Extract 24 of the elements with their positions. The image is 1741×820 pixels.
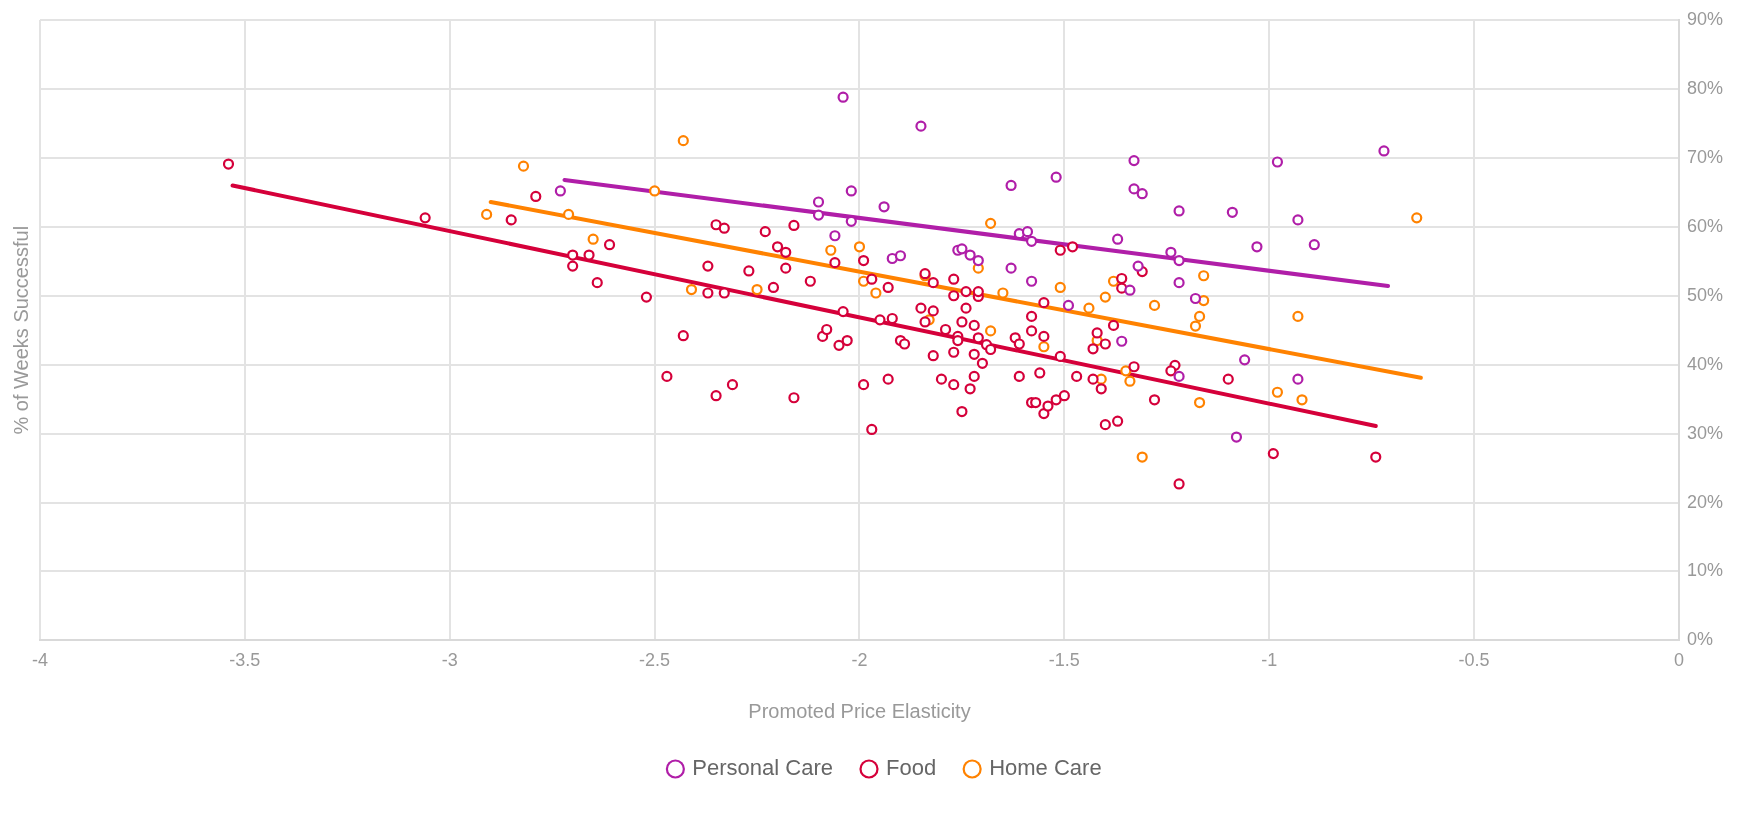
- x-tick-label: -0.5: [1458, 650, 1490, 671]
- y-tick-label: 20%: [1686, 491, 1723, 512]
- x-tick-label: -2: [851, 650, 868, 671]
- x-axis-title: Promoted Price Elasticity: [748, 699, 971, 722]
- y-tick-label: 60%: [1686, 215, 1723, 236]
- x-tick-label: -1.5: [1048, 650, 1080, 671]
- x-tick-label: 0: [1673, 650, 1684, 671]
- legend-label: Home Care: [989, 755, 1102, 781]
- y-tick-label: 10%: [1686, 560, 1723, 581]
- y-tick-label: 0%: [1686, 629, 1713, 650]
- legend-label: Food: [886, 755, 937, 781]
- legend-label: Personal Care: [692, 755, 834, 781]
- x-tick-label: -3.5: [229, 650, 261, 671]
- y-tick-label: 70%: [1686, 146, 1723, 167]
- y-axis-title: % of Weeks Successful: [9, 225, 32, 435]
- x-tick-label: -3: [441, 650, 458, 671]
- x-tick-label: -4: [31, 650, 49, 671]
- y-tick-label: 30%: [1686, 422, 1723, 443]
- y-tick-label: 40%: [1686, 353, 1723, 374]
- x-tick-label: -2.5: [639, 650, 671, 671]
- y-tick-label: 90%: [1686, 8, 1723, 29]
- y-tick-label: 50%: [1686, 284, 1723, 305]
- y-tick-label: 80%: [1686, 77, 1723, 98]
- x-tick-label: -1: [1261, 650, 1278, 671]
